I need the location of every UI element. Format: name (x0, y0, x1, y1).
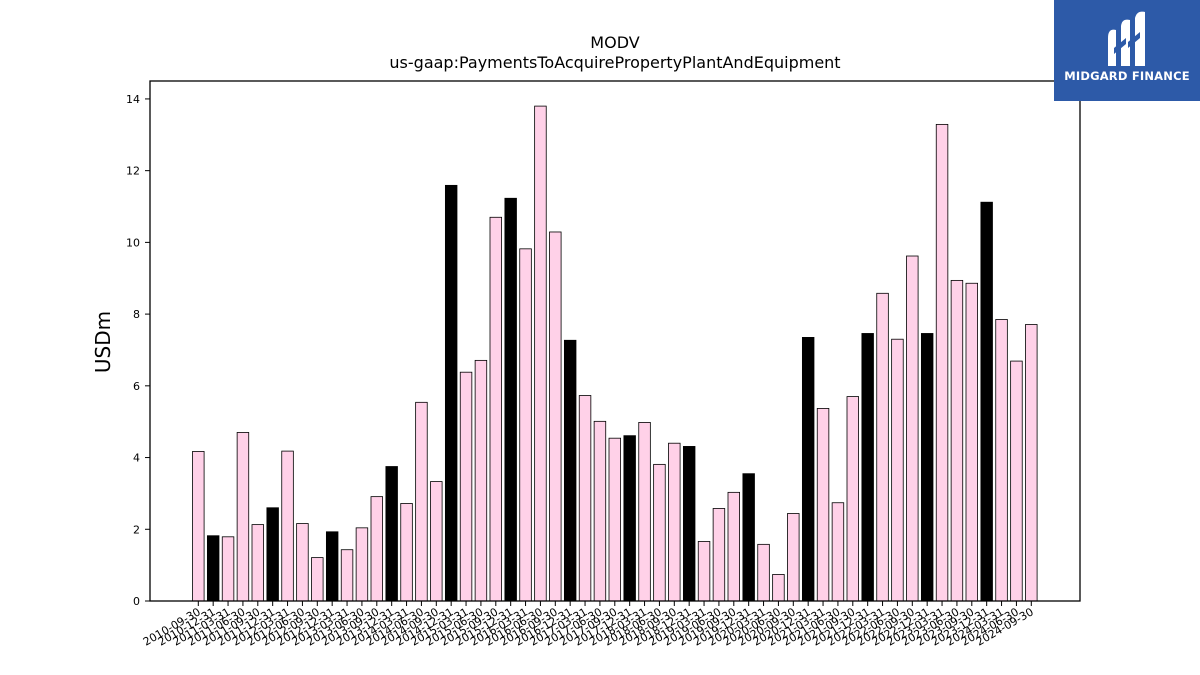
bar-2018-06-30 (653, 463, 666, 602)
bar-2016-03-31 (519, 248, 532, 602)
bar-2017-03-31 (578, 395, 592, 602)
bar-2012-09-30 (311, 557, 324, 602)
bar-2012-12-31 (325, 531, 339, 602)
bar-2015-12-31 (504, 197, 517, 602)
bar-2014-12-31 (444, 184, 458, 602)
bar-2016-12-31 (563, 339, 577, 602)
bar-2013-09-30 (370, 496, 384, 602)
bar-2019-06-30 (712, 508, 726, 602)
bar-2018-09-30 (668, 442, 681, 602)
y-tick-label: 10 (126, 236, 140, 249)
bar-2023-09-30 (965, 282, 979, 602)
bar-2024-03-31 (995, 319, 1008, 602)
bar-2020-12-31 (801, 337, 815, 602)
chart-title: MODV (590, 33, 639, 52)
bar-2022-06-30 (891, 338, 904, 602)
bar-2012-03-31 (281, 450, 294, 602)
bar-2017-06-30 (593, 420, 607, 602)
y-tick-label: 8 (133, 308, 140, 321)
bar-2024-09-30 (1025, 324, 1038, 602)
bar-2011-09-30 (251, 524, 265, 602)
logo-brand-text: MIDGARD FINANCE (1064, 69, 1190, 83)
bar-2015-09-30 (489, 216, 503, 602)
bar-2010-12-31 (206, 535, 220, 602)
chart-subtitle: us-gaap:PaymentsToAcquirePropertyPlantAn… (389, 53, 840, 72)
bar-2013-12-31 (385, 466, 398, 602)
y-tick-label: 4 (133, 452, 140, 465)
bar-2010-09-30 (192, 451, 205, 602)
bar-2021-06-30 (831, 502, 845, 602)
bar-2023-12-31 (980, 201, 993, 602)
bar-2011-12-31 (266, 507, 279, 602)
bar-2013-03-31 (340, 549, 354, 602)
bar-2011-03-31 (221, 536, 235, 602)
plot-frame (149, 80, 1081, 602)
bar-2014-03-31 (400, 503, 413, 602)
y-tick-label: 6 (133, 380, 140, 393)
y-axis-label: USDm (91, 311, 115, 373)
bar-2022-12-31 (920, 333, 934, 602)
bar-2018-03-31 (638, 422, 651, 602)
bar-2016-09-30 (549, 231, 562, 602)
y-tick-label: 14 (126, 93, 140, 106)
y-ticks-group: 0 2 4 6 8 10 12 14 (126, 93, 150, 608)
bar-2023-06-30 (950, 279, 964, 602)
bar-2022-09-30 (906, 255, 919, 602)
bar-2019-12-31 (742, 473, 755, 602)
bars-group (192, 105, 1038, 602)
bar-2021-12-31 (861, 333, 874, 602)
bar-2020-03-31 (757, 543, 770, 602)
bar-2019-03-31 (697, 541, 711, 602)
bar-2018-12-31 (682, 446, 696, 602)
bar-2013-06-30 (355, 527, 369, 602)
bar-2011-06-30 (236, 432, 250, 602)
bar-2020-06-30 (772, 574, 785, 602)
bar-2017-09-30 (608, 437, 622, 602)
bar-2012-06-30 (296, 523, 309, 602)
bar-2022-03-31 (876, 292, 889, 602)
midgard-m-logo-icon (1108, 11, 1145, 67)
y-tick-label: 0 (133, 595, 140, 608)
bar-2021-09-30 (846, 396, 860, 602)
bar-2019-09-30 (727, 491, 741, 602)
bar-2016-06-30 (534, 105, 547, 602)
bar-2014-06-30 (415, 401, 428, 602)
bar-2017-12-31 (623, 435, 636, 602)
y-tick-label: 2 (133, 523, 140, 536)
y-tick-label: 12 (126, 165, 140, 178)
midgard-finance-logo: MIDGARD FINANCE (1054, 0, 1200, 101)
bar-2024-06-30 (1010, 360, 1023, 602)
bar-2015-06-30 (474, 359, 488, 602)
bar-2020-09-30 (787, 513, 800, 602)
x-ticks-group: 2010-09-302010-12-312011-03-312011-06-30… (141, 601, 1036, 649)
bar-2021-03-31 (816, 408, 830, 602)
bar-2014-09-30 (430, 481, 443, 602)
bar-2023-03-31 (935, 123, 949, 602)
bar-2015-03-31 (459, 371, 473, 602)
